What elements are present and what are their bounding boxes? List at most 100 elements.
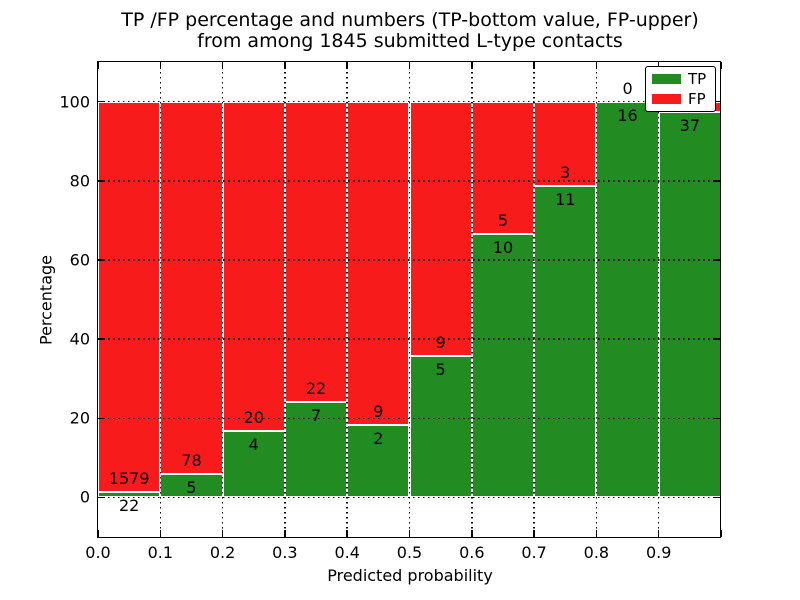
y-tick-mark-right — [714, 100, 721, 103]
y-tick-label: 20 — [69, 408, 90, 428]
x-tick-mark — [221, 530, 224, 537]
x-tick-label: 0.9 — [645, 543, 672, 562]
x-tick-label: 0.7 — [521, 543, 547, 562]
fp-count-label: 5 — [497, 210, 509, 230]
fp-count-label: 0 — [622, 78, 633, 98]
x-tick-mark — [533, 530, 535, 537]
fp-bar-segment — [284, 101, 348, 402]
y-tick-mark — [98, 100, 105, 103]
fp-bar-segment — [409, 101, 472, 357]
x-tick-mark-top — [408, 62, 411, 69]
tp-bar-segment — [596, 101, 659, 498]
x-gridline — [595, 62, 598, 537]
y-tick-mark-right — [714, 180, 721, 182]
y-tick-mark — [98, 496, 105, 499]
x-tick-label: 0.0 — [85, 543, 111, 562]
x-tick-mark — [159, 530, 162, 537]
y-tick-mark — [98, 338, 105, 340]
y-tick-label: 40 — [69, 329, 90, 349]
x-tick-mark — [720, 530, 722, 537]
tp-bar-segment — [409, 356, 472, 498]
x-gridline — [408, 62, 411, 537]
y-tick-mark-right — [714, 496, 721, 499]
tp-count-label: 5 — [186, 477, 197, 497]
x-gridline — [471, 62, 473, 537]
y-tick-mark — [98, 180, 105, 182]
tp-count-label: 22 — [118, 495, 140, 515]
x-tick-mark — [657, 530, 660, 537]
x-gridline — [221, 62, 224, 537]
tp-count-label: 37 — [679, 116, 701, 135]
tp-count-label: 2 — [373, 429, 384, 449]
y-tick-mark-right — [714, 259, 721, 261]
fp-count-label: 78 — [181, 450, 202, 470]
tp-count-label: 4 — [248, 435, 259, 455]
x-tick-mark-top — [221, 62, 224, 69]
x-axis-label: Predicted probability — [327, 566, 493, 585]
x-tick-mark — [471, 530, 473, 537]
y-tick-mark — [98, 417, 105, 419]
x-gridline — [533, 62, 535, 537]
tp-count-label: 7 — [310, 405, 322, 425]
x-tick-mark — [408, 530, 411, 537]
legend-item-tp: TP — [652, 69, 709, 88]
tp-bar-segment — [658, 112, 721, 498]
y-tick-mark-right — [714, 338, 721, 340]
legend-label-fp: FP — [688, 89, 706, 108]
fp-count-label: 22 — [305, 378, 327, 398]
y-tick-label: 100 — [59, 92, 90, 112]
x-tick-label: 0.6 — [459, 543, 485, 562]
x-tick-mark-top — [720, 62, 722, 69]
legend-label-tp: TP — [688, 69, 707, 88]
x-tick-mark — [595, 530, 598, 537]
tp-count-label: 11 — [555, 190, 576, 210]
x-tick-mark-top — [471, 62, 473, 69]
tp-bar-segment — [534, 186, 597, 498]
fp-count-label: 20 — [243, 408, 264, 428]
x-tick-mark — [346, 530, 348, 537]
legend: TP FP — [645, 66, 716, 112]
x-tick-mark-top — [346, 62, 348, 69]
y-tick-mark — [98, 259, 105, 261]
fp-count-label: 9 — [435, 333, 446, 353]
legend-item-fp: FP — [652, 89, 709, 108]
x-tick-mark-top — [159, 62, 162, 69]
tp-count-label: 5 — [435, 360, 446, 380]
x-tick-label: 0.5 — [396, 543, 423, 562]
tp-count-label: 10 — [492, 237, 514, 257]
fp-count-label: 9 — [373, 402, 384, 422]
x-tick-mark — [97, 530, 99, 537]
x-tick-mark-top — [284, 62, 286, 69]
x-gridline — [346, 62, 348, 537]
x-gridline — [159, 62, 162, 537]
fp-color-swatch-icon — [652, 94, 681, 104]
y-axis-label: Percentage — [36, 254, 56, 346]
tp-count-label: 16 — [617, 105, 638, 125]
fp-bar-segment — [98, 101, 161, 492]
x-tick-label: 0.3 — [272, 543, 298, 562]
tp-color-swatch-icon — [652, 74, 681, 84]
chart-title-line2: from among 1845 submitted L-type contact… — [197, 30, 623, 52]
x-tick-mark-top — [657, 62, 660, 69]
x-tick-label: 0.2 — [209, 543, 236, 562]
y-tick-label: 0 — [79, 487, 90, 507]
fp-count-label: 3 — [560, 163, 571, 183]
fp-bar-segment — [347, 101, 410, 426]
x-tick-label: 0.4 — [334, 543, 360, 562]
fp-count-label: 1579 — [108, 468, 150, 488]
x-tick-mark — [284, 530, 286, 537]
x-tick-mark-top — [533, 62, 535, 69]
y-tick-mark-right — [714, 417, 721, 419]
tp-bar-segment — [471, 233, 535, 498]
x-gridline — [657, 62, 660, 537]
x-tick-label: 0.8 — [583, 543, 610, 562]
chart-title: TP /FP percentage and numbers (TP-bottom… — [121, 10, 699, 52]
x-tick-mark-top — [595, 62, 598, 69]
x-gridline — [284, 62, 286, 537]
x-tick-mark-top — [97, 62, 99, 69]
y-tick-label: 80 — [69, 171, 90, 191]
chart-title-line1: TP /FP percentage and numbers (TP-bottom… — [121, 9, 699, 31]
x-tick-label: 0.1 — [147, 543, 174, 562]
y-tick-label: 60 — [69, 250, 90, 270]
